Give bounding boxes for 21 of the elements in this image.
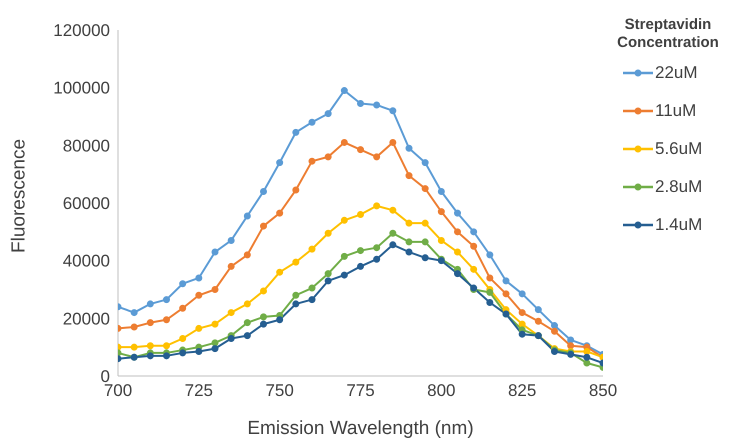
legend-title: Streptavidin Concentration [616, 16, 720, 52]
legend-label: 11uM [655, 101, 696, 121]
legend-label: 2.8uM [655, 177, 702, 197]
y-tick-label: 40000 [62, 252, 110, 271]
legend-label: 5.6uM [655, 139, 702, 159]
y-tick-label: 100000 [53, 78, 110, 98]
x-tick-label: 725 [184, 381, 214, 400]
y-tick-label: 60000 [62, 194, 110, 214]
y-tick-label: 120000 [53, 21, 110, 40]
legend-label: 22uM [655, 63, 698, 83]
x-axis-title: Emission Wavelength (nm) [247, 418, 474, 439]
y-axis-title: Fluorescence [8, 138, 30, 253]
y-tick-label: 20000 [62, 309, 110, 328]
x-tick-label: 825 [508, 381, 536, 400]
x-tick-label: 800 [427, 381, 456, 400]
x-tick-label: 700 [104, 381, 132, 400]
x-tick-label: 750 [265, 381, 294, 400]
legend-label: 1.4uM [655, 215, 702, 235]
x-tick-label: 775 [346, 381, 375, 400]
x-tick-label: 850 [588, 381, 618, 400]
y-tick-label: 80000 [62, 136, 110, 156]
